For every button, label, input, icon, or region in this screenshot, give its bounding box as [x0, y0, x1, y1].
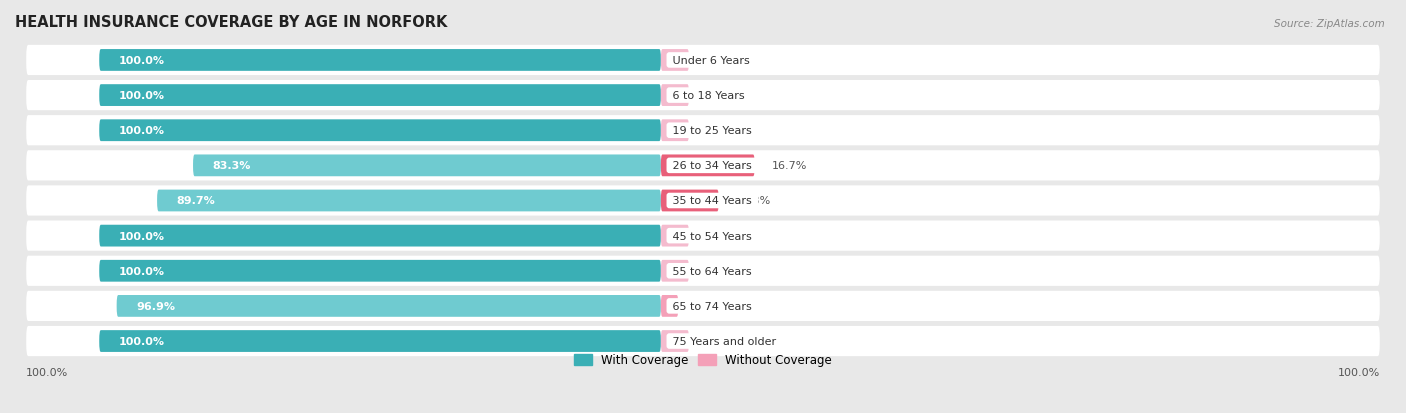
Text: 100.0%: 100.0%	[1337, 368, 1379, 377]
Text: 0.0%: 0.0%	[706, 91, 734, 101]
FancyBboxPatch shape	[27, 116, 1379, 146]
FancyBboxPatch shape	[661, 225, 689, 247]
FancyBboxPatch shape	[157, 190, 661, 212]
Text: Under 6 Years: Under 6 Years	[669, 56, 754, 66]
Text: 100.0%: 100.0%	[27, 368, 69, 377]
Text: 75 Years and older: 75 Years and older	[669, 336, 780, 346]
FancyBboxPatch shape	[117, 295, 661, 317]
FancyBboxPatch shape	[661, 260, 689, 282]
Text: 55 to 64 Years: 55 to 64 Years	[669, 266, 755, 276]
Text: 35 to 44 Years: 35 to 44 Years	[669, 196, 755, 206]
FancyBboxPatch shape	[27, 46, 1379, 76]
FancyBboxPatch shape	[100, 50, 661, 72]
Text: 100.0%: 100.0%	[120, 231, 165, 241]
FancyBboxPatch shape	[661, 190, 718, 212]
FancyBboxPatch shape	[661, 155, 755, 177]
FancyBboxPatch shape	[100, 330, 661, 352]
FancyBboxPatch shape	[193, 155, 661, 177]
Text: 0.0%: 0.0%	[706, 126, 734, 136]
Legend: With Coverage, Without Coverage: With Coverage, Without Coverage	[569, 349, 837, 371]
Text: 0.0%: 0.0%	[706, 336, 734, 346]
FancyBboxPatch shape	[27, 151, 1379, 181]
Text: 100.0%: 100.0%	[120, 266, 165, 276]
FancyBboxPatch shape	[661, 295, 678, 317]
Text: 0.0%: 0.0%	[706, 231, 734, 241]
FancyBboxPatch shape	[100, 120, 661, 142]
Text: 3.1%: 3.1%	[695, 301, 724, 311]
Text: 0.0%: 0.0%	[706, 266, 734, 276]
Text: 100.0%: 100.0%	[120, 56, 165, 66]
FancyBboxPatch shape	[27, 326, 1379, 356]
Text: 26 to 34 Years: 26 to 34 Years	[669, 161, 755, 171]
Text: Source: ZipAtlas.com: Source: ZipAtlas.com	[1274, 19, 1385, 28]
FancyBboxPatch shape	[27, 186, 1379, 216]
Text: 96.9%: 96.9%	[136, 301, 176, 311]
Text: 100.0%: 100.0%	[120, 336, 165, 346]
Text: 45 to 54 Years: 45 to 54 Years	[669, 231, 755, 241]
FancyBboxPatch shape	[100, 225, 661, 247]
Text: 19 to 25 Years: 19 to 25 Years	[669, 126, 755, 136]
Text: 6 to 18 Years: 6 to 18 Years	[669, 91, 748, 101]
Text: 100.0%: 100.0%	[120, 91, 165, 101]
FancyBboxPatch shape	[27, 221, 1379, 251]
Text: 89.7%: 89.7%	[177, 196, 215, 206]
Text: 0.0%: 0.0%	[706, 56, 734, 66]
FancyBboxPatch shape	[661, 85, 689, 107]
FancyBboxPatch shape	[27, 256, 1379, 286]
Text: HEALTH INSURANCE COVERAGE BY AGE IN NORFORK: HEALTH INSURANCE COVERAGE BY AGE IN NORF…	[15, 15, 447, 30]
FancyBboxPatch shape	[27, 291, 1379, 321]
FancyBboxPatch shape	[100, 260, 661, 282]
FancyBboxPatch shape	[100, 85, 661, 107]
Text: 16.7%: 16.7%	[772, 161, 807, 171]
FancyBboxPatch shape	[27, 81, 1379, 111]
FancyBboxPatch shape	[661, 330, 689, 352]
Text: 83.3%: 83.3%	[212, 161, 252, 171]
Text: 65 to 74 Years: 65 to 74 Years	[669, 301, 755, 311]
FancyBboxPatch shape	[661, 120, 689, 142]
Text: 10.3%: 10.3%	[735, 196, 770, 206]
FancyBboxPatch shape	[661, 50, 689, 72]
Text: 100.0%: 100.0%	[120, 126, 165, 136]
